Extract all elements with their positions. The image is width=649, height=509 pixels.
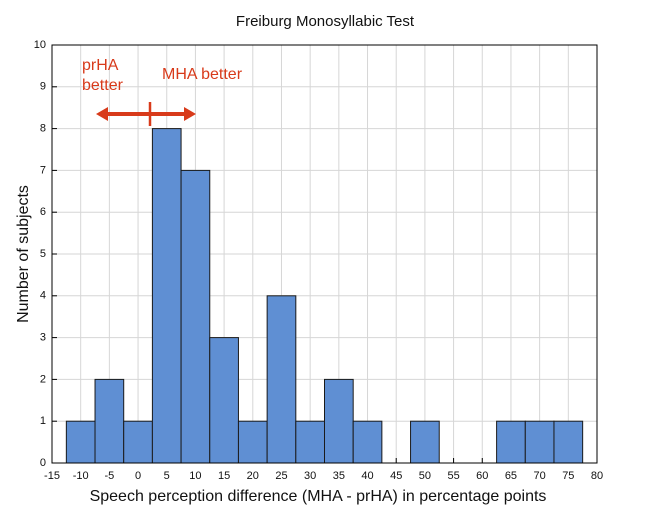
bar [496, 420, 526, 464]
y-tick-label: 2 [40, 373, 46, 385]
x-tick-label: 30 [304, 470, 316, 482]
x-tick-label: -5 [104, 470, 114, 482]
annotation: prHA [82, 57, 119, 74]
bar [180, 169, 211, 464]
bar [553, 420, 584, 464]
bar [295, 420, 326, 464]
x-tick-label: -10 [73, 470, 89, 482]
x-tick-label: 0 [135, 470, 141, 482]
x-axis-label: Speech perception difference (MHA - prHA… [90, 488, 547, 505]
x-tick-label: 65 [505, 470, 517, 482]
y-tick-label: 8 [40, 123, 46, 135]
y-tick-label: 6 [40, 206, 46, 218]
x-tick-label: 35 [333, 470, 345, 482]
x-tick-label: 5 [164, 470, 170, 482]
y-tick-label: 5 [40, 248, 46, 260]
x-tick-label: 40 [361, 470, 373, 482]
y-tick-label: 4 [40, 290, 46, 302]
bar [237, 420, 268, 464]
y-tick-label: 1 [40, 415, 46, 427]
x-tick-label: 15 [218, 470, 230, 482]
bar [324, 378, 354, 464]
bar [65, 420, 96, 464]
y-tick-label: 7 [40, 164, 46, 176]
arrow-head [184, 107, 196, 121]
bar [410, 420, 440, 464]
x-tick-label: 55 [447, 470, 459, 482]
x-tick-label: 25 [275, 470, 287, 482]
annotation: MHA better [162, 66, 243, 83]
bar [352, 420, 383, 464]
bar [151, 128, 182, 464]
y-tick-label: 0 [40, 457, 46, 469]
bar [94, 378, 125, 464]
y-axis-label: Number of subjects [15, 185, 32, 323]
bar [266, 295, 297, 464]
x-tick-label: 45 [390, 470, 402, 482]
x-tick-label: 60 [476, 470, 488, 482]
bar [524, 420, 555, 464]
bar [123, 420, 153, 464]
annotation: better [82, 77, 124, 94]
plot-frame [51, 44, 598, 464]
y-tick-label: 3 [40, 332, 46, 344]
x-tick-label: 75 [562, 470, 574, 482]
x-tick-label: 10 [189, 470, 201, 482]
chart-title: Freiburg Monosyllabic Test [236, 13, 415, 30]
bar [209, 337, 239, 464]
y-tick-label: 9 [40, 81, 46, 93]
y-tick-label: 10 [34, 39, 46, 51]
x-tick-label: 80 [591, 470, 603, 482]
x-tick-label: -15 [44, 470, 60, 482]
x-tick-label: 50 [419, 470, 431, 482]
x-tick-label: 70 [534, 470, 546, 482]
arrow-head [96, 107, 108, 121]
x-tick-label: 20 [247, 470, 259, 482]
